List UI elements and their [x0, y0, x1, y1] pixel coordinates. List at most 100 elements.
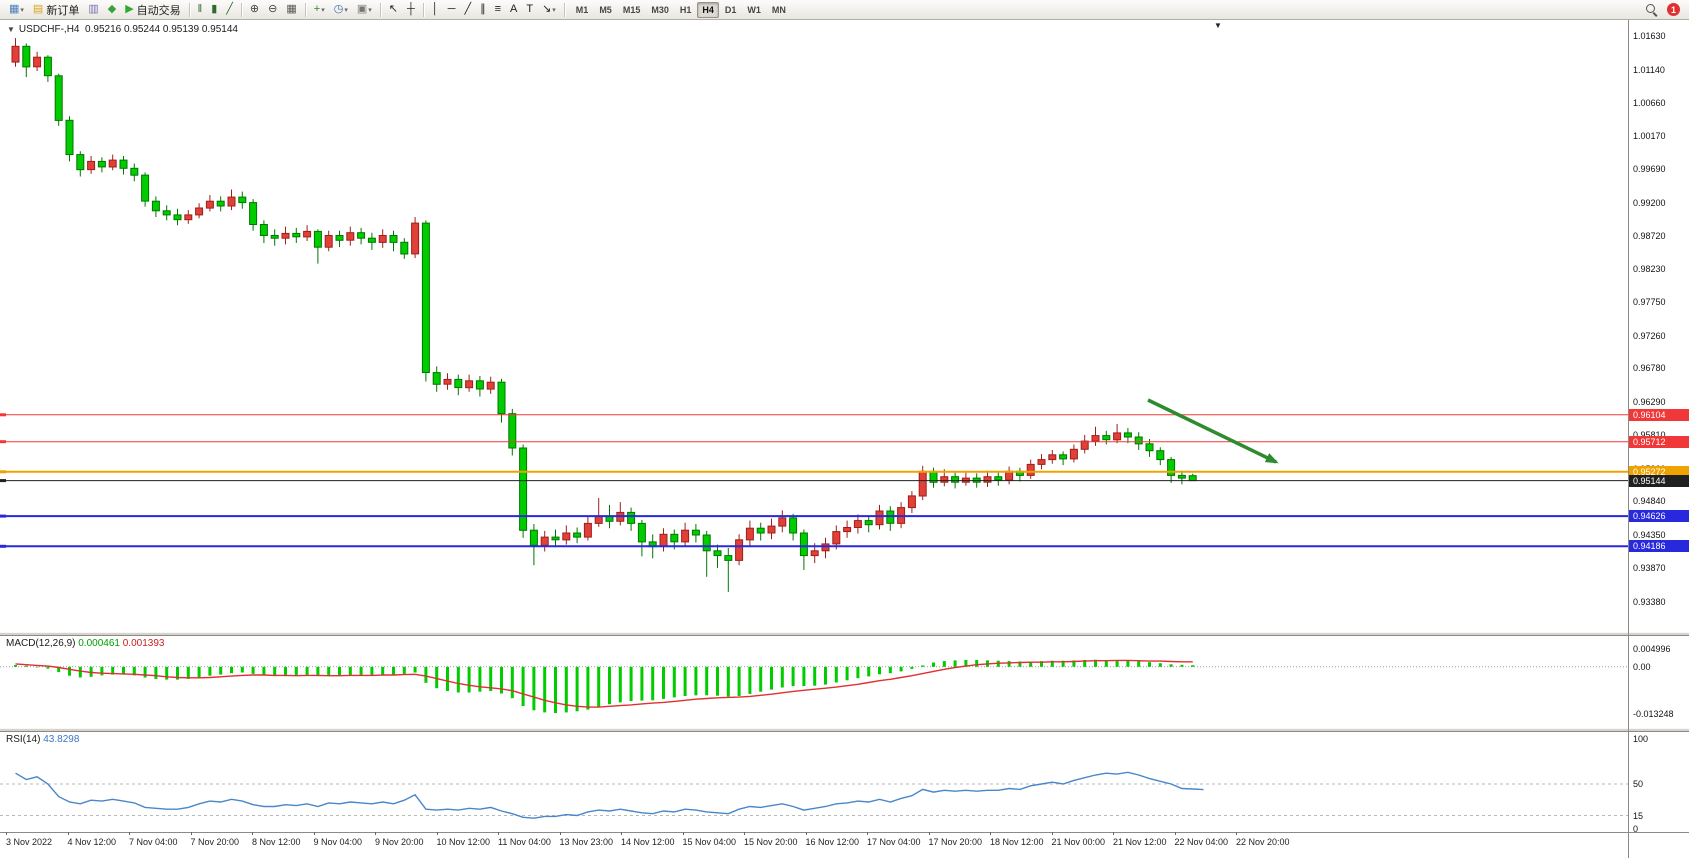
price-axis-tick: 0.96290: [1633, 397, 1666, 407]
support-badge: 0.94626: [1629, 510, 1689, 523]
chart-shift-marker[interactable]: ▼: [1214, 21, 1222, 30]
price-axis-tick: 0.98230: [1633, 264, 1666, 275]
time-axis-tick: [1236, 832, 1237, 835]
one-click-trading-toggle[interactable]: ▼: [7, 25, 15, 34]
price-axis-tick: 1.01630: [1633, 31, 1666, 41]
price-axis-tick: 0.93870: [1633, 562, 1666, 573]
price-axis-tick: 1.00170: [1633, 131, 1666, 142]
time-axis-tick: [682, 832, 684, 835]
bar-chart-button[interactable]: ‖: [194, 1, 207, 18]
rsi-panel-area[interactable]: [0, 732, 1628, 832]
trendline-button[interactable]: ╱: [460, 1, 475, 18]
label-icon: T: [526, 3, 534, 15]
autotrade-play-icon: ▶: [125, 3, 134, 15]
line-chart-button[interactable]: ╱: [222, 1, 237, 18]
time-axis-tick: [252, 832, 253, 835]
macd-signal-value: 0.001393: [122, 638, 165, 649]
vertical-line-button[interactable]: │: [428, 1, 443, 18]
new-chart-button[interactable]: ▦ ▾: [5, 1, 28, 18]
time-axis-label: 15 Nov 04:00: [682, 837, 737, 847]
rsi-value: 43.8298: [43, 734, 80, 745]
time-axis-label: 3 Nov 2022: [6, 837, 53, 847]
notification-badge[interactable]: 1: [1667, 3, 1680, 16]
support-badge: 0.94186: [1629, 540, 1689, 553]
time-axis-tick: [1174, 832, 1176, 835]
text-button[interactable]: A: [506, 1, 521, 18]
autotrade-button[interactable]: ▶ 自动交易: [121, 1, 184, 18]
horizontal-line-button[interactable]: ─: [444, 1, 460, 18]
label-button[interactable]: T: [522, 1, 537, 18]
main-chart-area[interactable]: [0, 20, 1628, 632]
profiles-button[interactable]: ▥: [84, 1, 102, 18]
timeframe-button-h4[interactable]: H4: [697, 1, 719, 18]
price-axis-tick: 1.00660: [1633, 97, 1666, 108]
cursor-button[interactable]: ↖: [385, 1, 402, 18]
time-axis-label: 9 Nov 04:00: [313, 837, 363, 847]
zoom-out-button[interactable]: ⊖: [264, 1, 281, 18]
market-watch-button[interactable]: ◆: [104, 1, 120, 18]
time-axis-label: 13 Nov 23:00: [559, 837, 614, 847]
time-axis-tick: [1113, 832, 1114, 835]
time-axis-tick: [990, 832, 991, 835]
price-axis-tick: 0.95810: [1633, 430, 1666, 440]
price-axis-tick: 0.97750: [1633, 297, 1666, 307]
indicators-button[interactable]: + ▾: [310, 1, 329, 18]
time-axis-tick: [498, 832, 499, 835]
macd-panel-area[interactable]: [0, 636, 1628, 728]
price-axis-tick: 0.98720: [1633, 230, 1666, 241]
rsi-label-row: RSI(14) 43.8298: [6, 734, 79, 745]
time-axis-tick: [375, 832, 376, 835]
timeframe-button-m15[interactable]: M15: [622, 4, 641, 15]
time-axis-label: 21 Nov 12:00: [1113, 837, 1167, 847]
time-axis-label: 8 Nov 12:00: [252, 837, 301, 847]
search-button[interactable]: [1642, 1, 1662, 18]
bar-chart-icon: ‖: [197, 3, 203, 15]
timeframe-button-h1[interactable]: H1: [679, 4, 692, 15]
text-icon: A: [509, 3, 518, 15]
profiles-icon: ▥: [88, 3, 99, 15]
toolbar: ▦ ▾ ▤ 新订单 ▥ ◆ ▶ 自动交易 ‖ ▮ ╱ ⊕ ⊖ ▦ + ▾ ◷ ▾ ▣ ▾ ↖ ┼ │ ─ ╱ ∥ ≡ A T ↘ ▾ M1 M5…: [0, 0, 1689, 20]
time-axis-label: 9 Nov 20:00: [375, 837, 424, 847]
arrows-button[interactable]: ↘ ▾: [538, 1, 560, 18]
timeframe-button-m1[interactable]: M1: [575, 4, 589, 15]
time-axis-label: 18 Nov 12:00: [990, 837, 1044, 847]
resistance-badge: 0.96104: [1629, 408, 1689, 421]
macd-axis-tick: 0.004996: [1633, 644, 1671, 654]
zoom-in-button[interactable]: ⊕: [246, 1, 263, 18]
new-order-button[interactable]: ▤ 新订单: [29, 1, 83, 18]
time-axis-label: 16 Nov 12:00: [805, 837, 860, 847]
timeframe-button-mn[interactable]: MN: [771, 4, 786, 15]
time-axis-label: 7 Nov 04:00: [129, 837, 178, 847]
toolbar-separator: [563, 2, 565, 17]
time-axis-label: 4 Nov 12:00: [67, 837, 117, 847]
crosshair-icon: ┼: [406, 3, 415, 15]
toolbar-separator: [188, 2, 190, 17]
time-axis-tick: [744, 832, 745, 835]
timeframe-button-m30[interactable]: M30: [651, 4, 669, 15]
horizontal-line-icon: ─: [447, 3, 456, 15]
timeframe-button-d1[interactable]: D1: [724, 4, 737, 15]
templates-button[interactable]: ▣ ▾: [353, 1, 376, 18]
time-axis-tick: [129, 832, 130, 835]
candlestick-button[interactable]: ▮: [207, 1, 221, 18]
crosshair-button[interactable]: ┼: [403, 1, 419, 18]
fibonacci-button[interactable]: ≡: [491, 1, 505, 18]
dropdown-arrow-icon: ▾: [552, 6, 556, 14]
macd-axis-tick: -0.013248: [1633, 709, 1674, 719]
periods-button[interactable]: ◷ ▾: [330, 1, 352, 18]
tile-windows-button[interactable]: ▦: [282, 1, 300, 18]
vertical-line-icon: │: [431, 3, 439, 15]
panel-separator[interactable]: [0, 728, 1689, 732]
timeframe-button-m5[interactable]: M5: [599, 4, 612, 15]
time-axis-tick: [67, 832, 69, 835]
panel-separator[interactable]: [0, 632, 1689, 636]
market-watch-icon: ◆: [107, 3, 117, 15]
toolbar-separator: [240, 2, 242, 17]
rsi-axis-tick: 15: [1633, 810, 1644, 821]
timeframe-button-w1[interactable]: W1: [747, 4, 761, 15]
channel-button[interactable]: ∥: [476, 1, 490, 18]
price-axis-tick: 0.97260: [1633, 330, 1666, 341]
time-axis-label: 22 Nov 04:00: [1174, 837, 1229, 847]
resistance-badge: 0.95712: [1629, 435, 1689, 448]
time-axis-tick: [867, 832, 868, 835]
